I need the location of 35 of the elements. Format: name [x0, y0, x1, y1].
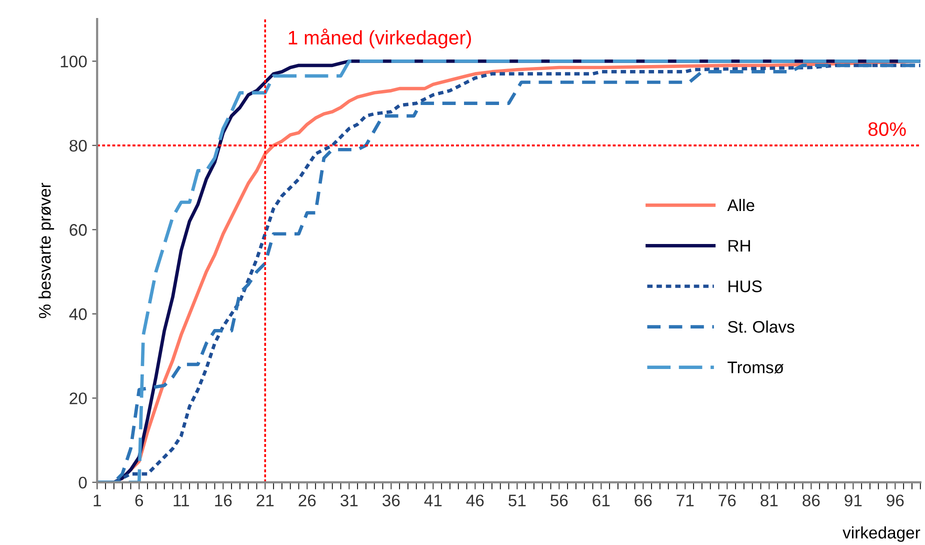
x-tick-label: 21: [256, 494, 274, 506]
legend-label: HUS: [728, 280, 762, 292]
x-tick-label: 26: [298, 494, 316, 506]
x-tick-label: 6: [135, 494, 144, 506]
x-tick-label: 66: [634, 494, 652, 506]
y-tick-label: 80: [70, 140, 87, 152]
ref-line-label: 1 måned (virkedager): [288, 28, 471, 48]
x-tick-label: 51: [508, 494, 526, 506]
x-tick-label: 86: [802, 494, 820, 506]
x-tick-label: 31: [340, 494, 358, 506]
legend-label: RH: [728, 240, 750, 252]
x-tick-label: 46: [466, 494, 484, 506]
legend-label: St. Olavs: [728, 320, 794, 333]
x-tick-label: 1: [94, 494, 101, 506]
x-tick-label: 41: [424, 494, 442, 506]
legend-label: Tromsø: [728, 362, 784, 374]
x-tick-label: 71: [676, 494, 694, 506]
x-tick-label: 96: [886, 494, 904, 506]
ref-line-label: 80%: [868, 122, 906, 136]
x-axis-title: virkedager: [842, 526, 920, 542]
y-tick-label: 20: [70, 392, 87, 404]
x-tick-label: 36: [382, 494, 400, 506]
x-tick-label: 56: [550, 494, 568, 506]
legend-label: Alle: [727, 198, 754, 212]
y-tick-label: 60: [70, 224, 87, 236]
y-axis-title: % besvarte prøver: [38, 182, 54, 318]
x-tick-label: 76: [718, 494, 736, 506]
x-tick-label: 81: [760, 494, 778, 506]
x-tick-label: 91: [844, 494, 862, 506]
y-tick-label: 100: [60, 56, 87, 68]
x-tick-label: 16: [215, 494, 232, 506]
y-tick-label: 0: [78, 476, 87, 489]
y-tick-label: 40: [69, 308, 87, 320]
x-tick-label: 11: [174, 494, 189, 506]
x-tick-label: 61: [592, 494, 610, 506]
